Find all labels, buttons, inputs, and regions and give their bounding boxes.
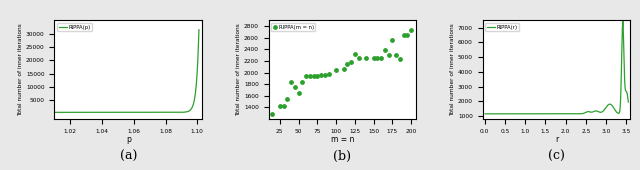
RIPPA(m = n) (346, 61, 356, 64)
X-axis label: r: r (555, 135, 558, 144)
RIPPA(p) (166, 111, 173, 113)
RIPPA(m = n) (395, 58, 405, 61)
RIPPA(r) (625, 101, 632, 103)
RIPPA(p) (51, 111, 58, 113)
RIPPA(m = n) (376, 56, 386, 59)
RIPPA(m = n) (319, 74, 330, 76)
RIPPA(m = n) (301, 74, 311, 77)
RIPPA(m = n) (353, 56, 364, 59)
RIPPA(m = n) (312, 74, 323, 77)
RIPPA(m = n) (391, 53, 401, 56)
RIPPA(m = n) (331, 68, 341, 71)
RIPPA(p) (114, 111, 122, 113)
RIPPA(m = n) (387, 39, 397, 41)
RIPPA(m = n) (369, 57, 379, 59)
X-axis label: p: p (126, 135, 131, 144)
Y-axis label: Total number of inner iterations: Total number of inner iterations (450, 23, 455, 116)
Text: (a): (a) (120, 150, 137, 163)
RIPPA(m = n) (372, 56, 382, 59)
RIPPA(p) (163, 111, 171, 113)
Text: (b): (b) (333, 150, 351, 163)
RIPPA(m = n) (349, 53, 360, 55)
Line: RIPPA(r): RIPPA(r) (485, 21, 628, 114)
RIPPA(r) (619, 20, 627, 22)
RIPPA(m = n) (339, 68, 349, 71)
RIPPA(m = n) (308, 74, 319, 77)
RIPPA(m = n) (316, 74, 326, 76)
RIPPA(p) (65, 111, 73, 113)
RIPPA(m = n) (286, 81, 296, 83)
RIPPA(m = n) (297, 81, 307, 83)
RIPPA(m = n) (305, 75, 315, 78)
Y-axis label: Total number of inner iterations: Total number of inner iterations (236, 23, 241, 116)
RIPPA(m = n) (398, 34, 408, 37)
RIPPA(m = n) (275, 105, 285, 108)
RIPPA(m = n) (267, 113, 277, 116)
RIPPA(m = n) (406, 29, 416, 32)
RIPPA(m = n) (282, 97, 292, 100)
RIPPA(m = n) (383, 53, 394, 56)
RIPPA(m = n) (293, 91, 303, 94)
RIPPA(r) (508, 113, 515, 115)
Text: (c): (c) (548, 150, 565, 163)
RIPPA(m = n) (361, 56, 371, 59)
RIPPA(p) (109, 111, 116, 113)
X-axis label: m = n: m = n (331, 135, 354, 144)
RIPPA(m = n) (290, 85, 300, 88)
Legend: RIPPA(p): RIPPA(p) (57, 23, 92, 31)
RIPPA(r) (481, 113, 489, 115)
RIPPA(r) (536, 113, 544, 115)
RIPPA(r) (588, 111, 596, 113)
Legend: RIPPA(m = n): RIPPA(m = n) (271, 23, 316, 31)
Legend: RIPPA(r): RIPPA(r) (485, 23, 519, 31)
RIPPA(m = n) (380, 49, 390, 51)
RIPPA(m = n) (323, 73, 333, 76)
RIPPA(m = n) (402, 34, 412, 37)
RIPPA(m = n) (278, 104, 289, 107)
RIPPA(r) (599, 110, 607, 112)
Y-axis label: Total number of inner iterations: Total number of inner iterations (18, 23, 23, 116)
RIPPA(p) (150, 111, 157, 113)
RIPPA(r) (575, 113, 582, 115)
Line: RIPPA(p): RIPPA(p) (54, 30, 199, 112)
RIPPA(m = n) (342, 63, 353, 65)
RIPPA(p) (195, 29, 203, 31)
RIPPA(r) (567, 113, 575, 115)
